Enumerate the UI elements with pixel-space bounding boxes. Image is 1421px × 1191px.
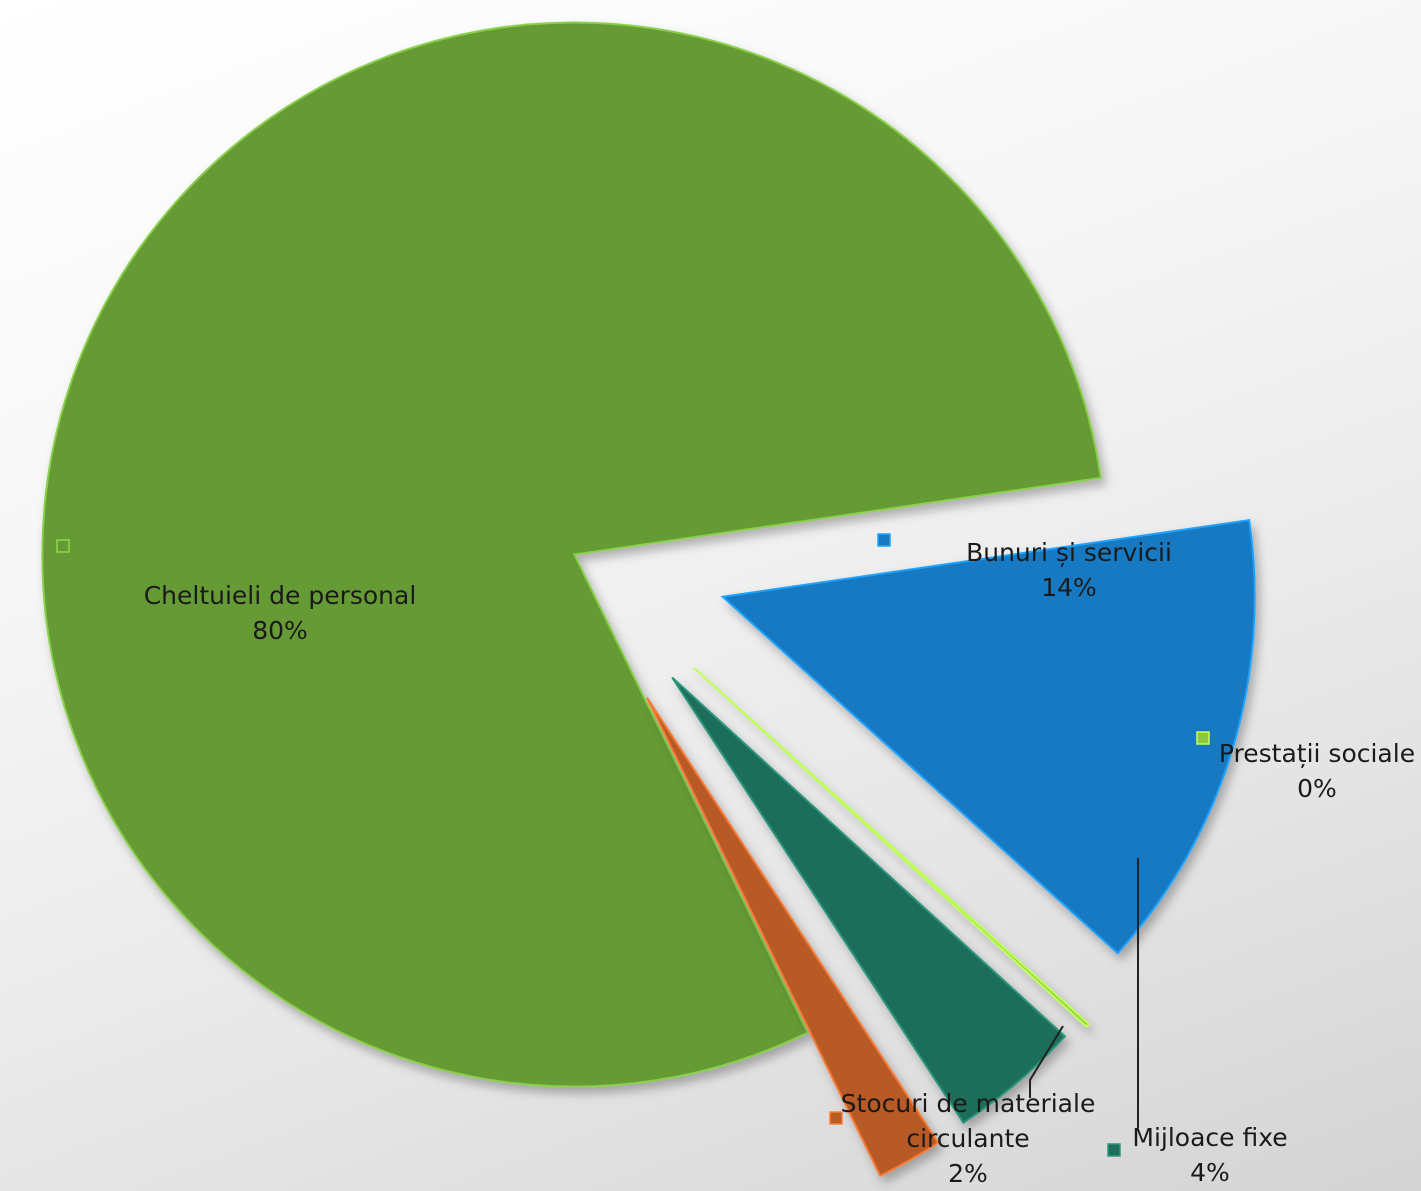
pie-slice-2 bbox=[693, 666, 1091, 1028]
pie-slice-0 bbox=[41, 21, 1102, 1088]
leader-line-4 bbox=[1029, 1025, 1064, 1098]
legend-swatch-2 bbox=[1196, 731, 1210, 745]
legend-swatch-1 bbox=[877, 533, 891, 547]
slice-label-1: Bunuri și servicii 14% bbox=[966, 538, 1172, 602]
legend-swatch-3 bbox=[1107, 1143, 1121, 1157]
pie-slice-1 bbox=[720, 518, 1256, 955]
slice-label-2: Prestații sociale 0% bbox=[1219, 739, 1415, 803]
pie-slice-4 bbox=[646, 697, 940, 1178]
slice-label-0: Cheltuieli de personal 80% bbox=[144, 581, 417, 645]
legend-swatch-4 bbox=[829, 1111, 843, 1125]
legend-swatch-0 bbox=[56, 539, 70, 553]
slice-label-3: Mijloace fixe 4% bbox=[1132, 1123, 1287, 1187]
slice-label-4: Stocuri de materiale circulante 2% bbox=[841, 1089, 1096, 1188]
pie-slice-3 bbox=[671, 676, 1067, 1125]
